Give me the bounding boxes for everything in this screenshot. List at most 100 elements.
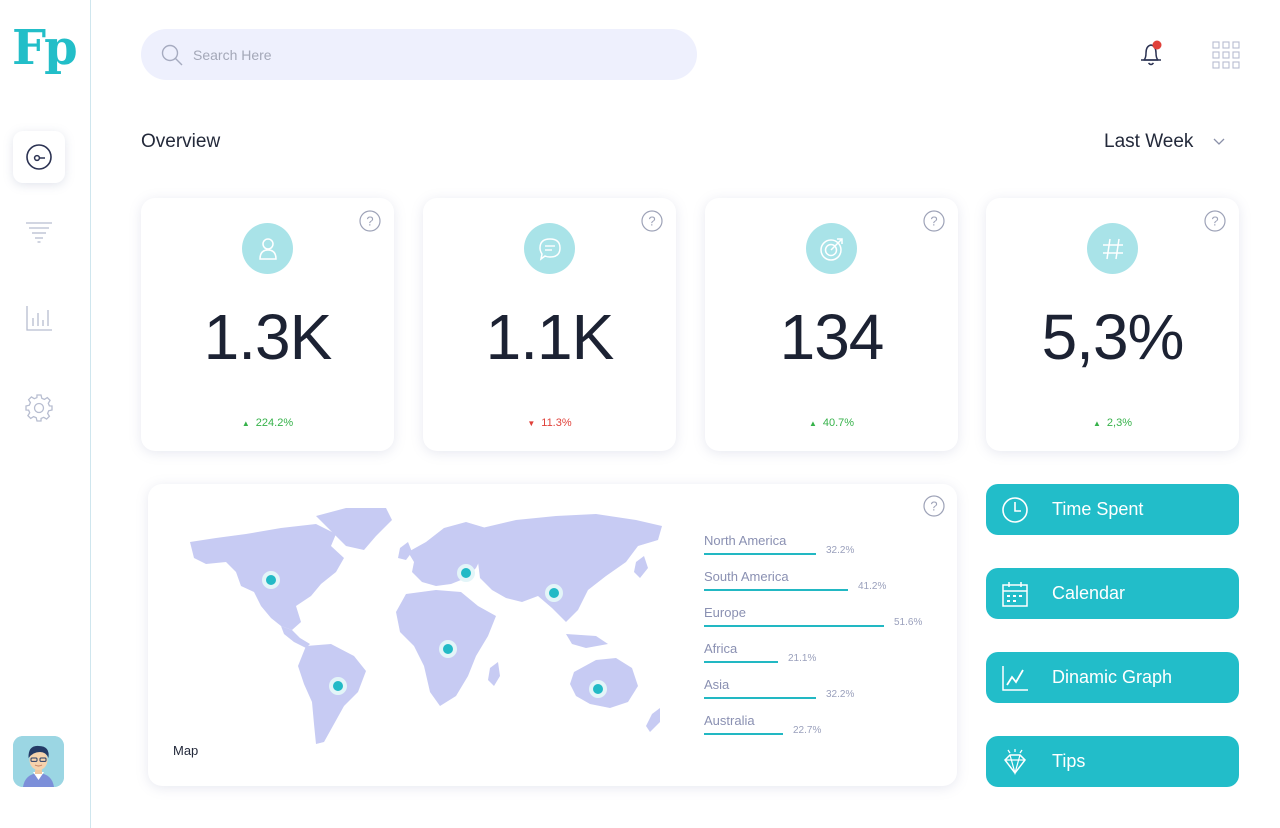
svg-text:?: ? <box>648 214 655 229</box>
line-graph-icon <box>1000 663 1030 693</box>
period-label: Last Week <box>1104 131 1194 152</box>
help-icon[interactable]: ? <box>923 495 945 517</box>
region-bar <box>704 733 783 735</box>
map-marker[interactable] <box>589 680 607 698</box>
help-icon[interactable]: ? <box>923 210 945 232</box>
calendar-button[interactable]: Calendar <box>986 568 1239 619</box>
dynamic-graph-button[interactable]: Dinamic Graph <box>986 652 1239 703</box>
stat-value: 5,3% <box>1041 301 1185 373</box>
user-avatar-icon <box>13 736 64 787</box>
japan-shape <box>634 556 648 578</box>
stat-change: ▲ 2,3% <box>986 417 1239 429</box>
search-icon <box>161 44 183 65</box>
map-marker[interactable] <box>457 564 475 582</box>
region-name: Africa <box>704 641 738 656</box>
region-name: Australia <box>704 713 755 728</box>
greenland-shape <box>316 508 392 550</box>
region-row: Australia 22.7% <box>704 713 964 736</box>
region-bar <box>704 661 778 663</box>
region-row: South America 41.2% <box>704 569 964 592</box>
region-row: Africa 21.1% <box>704 641 964 664</box>
hash-icon <box>1102 238 1123 259</box>
calendar-label: Calendar <box>1052 583 1126 603</box>
search-input[interactable] <box>193 46 653 63</box>
stat-value: 1.1K <box>485 301 615 373</box>
region-bar <box>704 553 816 555</box>
help-icon[interactable]: ? <box>359 210 381 232</box>
app-logo[interactable]: Fp <box>12 20 78 76</box>
region-row: North America 32.2% <box>704 533 964 556</box>
period-select[interactable]: Last Week <box>1104 131 1225 153</box>
stat-change-value: 2,3% <box>1106 417 1132 429</box>
help-icon[interactable]: ? <box>1204 210 1226 232</box>
indonesia-shape <box>566 634 608 648</box>
help-icon[interactable]: ? <box>641 210 663 232</box>
trend-up-icon: ▲ <box>241 419 250 428</box>
stat-value: 1.3K <box>203 301 333 373</box>
sidebar: Fp <box>0 0 91 828</box>
notification-button[interactable] <box>1136 38 1168 75</box>
svg-text:?: ? <box>1211 214 1218 229</box>
page-title: Overview <box>141 131 221 152</box>
region-name: North America <box>704 533 787 548</box>
gauge-icon <box>26 144 52 170</box>
search-bar[interactable] <box>141 29 697 80</box>
stat-change: ▲ 224.2% <box>141 417 394 429</box>
stat-card-rate: ? 5,3% ▲ 2,3% <box>986 198 1239 451</box>
chat-icon <box>538 237 561 261</box>
map-marker[interactable] <box>439 640 457 658</box>
calendar-icon <box>1000 579 1030 609</box>
dynamic-graph-label: Dinamic Graph <box>1052 667 1173 687</box>
region-percent: 32.2% <box>826 545 855 556</box>
madagascar-shape <box>488 662 500 686</box>
map-marker[interactable] <box>262 571 280 589</box>
svg-text:?: ? <box>930 499 937 514</box>
south-america-shape <box>298 644 366 744</box>
region-bar <box>704 589 848 591</box>
tips-label: Tips <box>1052 751 1086 771</box>
stat-icon-badge <box>806 223 857 274</box>
sidebar-item-settings[interactable] <box>13 382 65 434</box>
region-name: Europe <box>704 605 746 620</box>
world-map <box>190 508 662 744</box>
stat-change-value: 40.7% <box>822 417 855 429</box>
map-label: Map <box>173 743 199 758</box>
stat-change: ▼ 11.3% <box>423 417 676 429</box>
filter-icon <box>26 222 52 243</box>
apps-menu-button[interactable] <box>1212 41 1240 74</box>
tips-button[interactable]: Tips <box>986 736 1239 787</box>
bell-icon <box>1141 40 1162 66</box>
time-spent-label: Time Spent <box>1052 499 1144 519</box>
europe-shape <box>408 522 492 586</box>
trend-down-icon: ▼ <box>527 419 536 428</box>
stat-card-users: ? 1.3K ▲ 224.2% <box>141 198 394 451</box>
stat-change-value: 11.3% <box>541 417 572 429</box>
stat-icon-badge <box>1087 223 1138 274</box>
gear-icon <box>25 394 53 422</box>
time-spent-button[interactable]: Time Spent <box>986 484 1239 535</box>
map-marker[interactable] <box>329 677 347 695</box>
stat-card-messages: ? 1.1K ▼ 11.3% <box>423 198 676 451</box>
region-percent: 21.1% <box>788 653 817 664</box>
region-bar <box>704 697 816 699</box>
sidebar-item-dashboard[interactable] <box>13 131 65 183</box>
stat-icon-badge <box>524 223 575 274</box>
region-percent: 51.6% <box>894 617 923 628</box>
sidebar-item-analytics[interactable] <box>13 292 65 344</box>
region-bar <box>704 625 884 627</box>
region-name: Asia <box>704 677 730 692</box>
region-percent: 22.7% <box>793 725 822 736</box>
new-zealand-shape <box>646 708 660 732</box>
sidebar-item-filter[interactable] <box>13 206 65 258</box>
bar-chart-icon <box>26 306 52 331</box>
avatar[interactable] <box>13 736 64 787</box>
stat-card-goals: ? 134 ▲ 40.7% <box>705 198 958 451</box>
central-america-shape <box>281 626 310 648</box>
map-marker[interactable] <box>545 584 563 602</box>
region-percent: 32.2% <box>826 689 855 700</box>
uk-shape <box>398 542 412 560</box>
region-name: South America <box>704 569 789 584</box>
target-icon <box>819 237 843 261</box>
region-percent: 41.2% <box>858 581 887 592</box>
clock-icon <box>1000 495 1030 525</box>
